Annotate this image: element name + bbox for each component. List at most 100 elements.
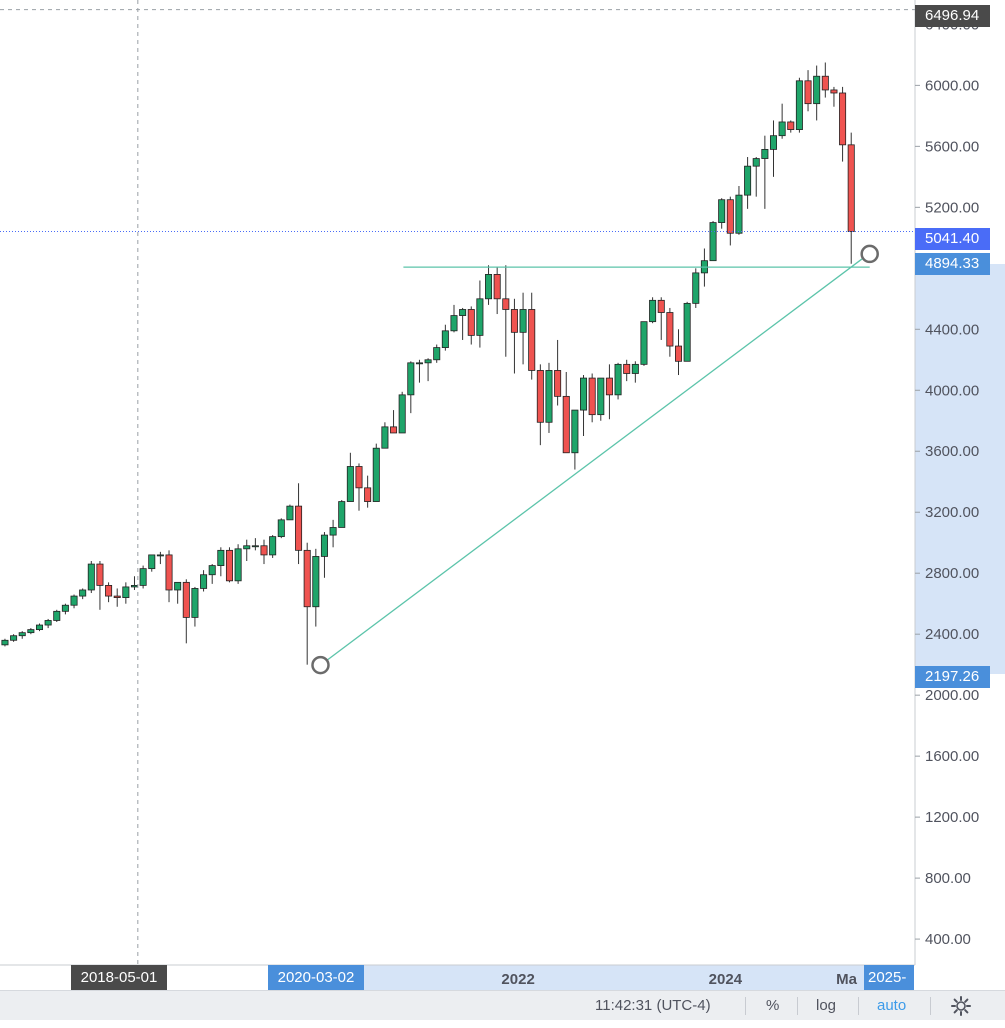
- drawing-start-date-label: 2020-03-02: [268, 965, 364, 990]
- y-tick-label: 2400.00: [925, 626, 979, 643]
- candle-body: [200, 574, 208, 589]
- candle-body: [105, 585, 113, 597]
- candle-body: [165, 554, 173, 591]
- log-scale-toggle[interactable]: log: [816, 997, 837, 1014]
- y-tick-label: 5600.00: [925, 138, 979, 155]
- trendline-drawing[interactable]: [311, 244, 879, 675]
- y-tick-label: 5200.00: [925, 199, 979, 216]
- candle-body: [424, 359, 432, 364]
- candle-body: [295, 505, 303, 551]
- price-chart[interactable]: 6400.006000.005600.005200.004800.004400.…: [0, 0, 1005, 990]
- candle-body: [683, 302, 691, 362]
- candle-body: [70, 595, 78, 606]
- candle-body: [804, 80, 812, 105]
- candle-body: [623, 363, 631, 374]
- candle-body: [709, 222, 717, 262]
- candle-body: [597, 377, 605, 416]
- candle-body: [217, 549, 225, 566]
- auto-scale-toggle[interactable]: auto: [877, 997, 907, 1014]
- candle-body: [528, 309, 536, 371]
- candle-body: [87, 563, 95, 591]
- candle-body: [364, 487, 372, 502]
- candlestick-series: [1, 62, 855, 665]
- candle-body: [821, 75, 829, 91]
- candle-body: [441, 330, 449, 348]
- candle-body: [286, 505, 294, 521]
- candle-body: [493, 274, 501, 300]
- candle-body: [830, 89, 838, 94]
- candle-body: [96, 563, 104, 586]
- candle-body: [139, 568, 147, 586]
- drawing-end-price-label: 4894.33: [915, 253, 990, 275]
- candle-body: [208, 565, 216, 576]
- candle-body: [752, 158, 760, 167]
- candle-body: [726, 199, 734, 234]
- candle-body: [407, 362, 415, 396]
- candle-body: [813, 75, 821, 105]
- candle-body: [44, 620, 52, 626]
- candle-body: [130, 585, 138, 588]
- clock-timezone[interactable]: 11:42:31 (UTC-4): [595, 997, 711, 1014]
- candle-body: [1, 639, 9, 646]
- gear-icon[interactable]: [950, 995, 972, 1017]
- crosshair-date-label: 2018-05-01: [71, 965, 167, 990]
- current-price-label: 5041.40: [915, 228, 990, 250]
- trendline-segment: [320, 256, 866, 666]
- separator: [930, 997, 931, 1015]
- y-tick-label: 6000.00: [925, 77, 979, 94]
- candle-body: [580, 377, 588, 411]
- candle-body: [761, 148, 769, 159]
- candle-body: [795, 80, 803, 130]
- bottom-toolbar: 11:42:31 (UTC-4) % log auto: [0, 990, 1005, 1020]
- candle-body: [346, 466, 354, 502]
- candle-body: [554, 370, 562, 397]
- candle-body: [320, 534, 328, 557]
- x-tick-label: Ma: [836, 971, 857, 988]
- y-tick-label: 4000.00: [925, 382, 979, 399]
- y-tick-label: 2000.00: [925, 687, 979, 704]
- drawing-start-price-label: 2197.26: [915, 666, 990, 688]
- candle-body: [415, 362, 423, 365]
- candle-body: [605, 377, 613, 396]
- candle-body: [545, 370, 553, 423]
- candle-body: [113, 595, 121, 598]
- candle-body: [312, 556, 320, 608]
- crosshair-price-label: 6496.94: [915, 5, 990, 27]
- candle-body: [735, 194, 743, 234]
- candle-body: [769, 135, 778, 150]
- candle-body: [519, 309, 527, 333]
- candle-body: [459, 309, 467, 316]
- candle-body: [839, 92, 847, 146]
- candle-body: [260, 545, 268, 556]
- y-tick-label: 800.00: [925, 870, 971, 887]
- x-tick-label: 2022: [501, 971, 534, 988]
- candle-body: [174, 581, 182, 591]
- candle-body: [156, 554, 164, 557]
- candle-body: [666, 312, 674, 347]
- candle-body: [502, 298, 510, 310]
- candle-body: [234, 548, 242, 582]
- candle-body: [571, 409, 579, 454]
- candle-body: [657, 299, 665, 313]
- candle-body: [53, 610, 61, 621]
- percent-scale-toggle[interactable]: %: [766, 997, 780, 1014]
- candle-body: [372, 447, 380, 502]
- candle-body: [148, 554, 156, 570]
- candle-body: [675, 345, 683, 362]
- candle-body: [277, 519, 285, 538]
- candle-body: [303, 549, 311, 608]
- drawing-end-date-label: 2025-: [864, 965, 914, 990]
- candle-body: [649, 299, 657, 323]
- candle-body: [485, 274, 493, 300]
- candle-body: [269, 536, 277, 556]
- candle-body: [510, 309, 518, 333]
- x-axis-ticks: 2022 2024 Ma: [501, 971, 857, 988]
- candle-body: [338, 501, 346, 528]
- candle-body: [433, 347, 441, 361]
- candle-body: [329, 527, 337, 536]
- candle-body: [122, 586, 130, 598]
- candle-body: [718, 199, 726, 223]
- candle-body: [390, 426, 398, 434]
- overlay-lines: [0, 0, 915, 965]
- candle-body: [640, 321, 648, 365]
